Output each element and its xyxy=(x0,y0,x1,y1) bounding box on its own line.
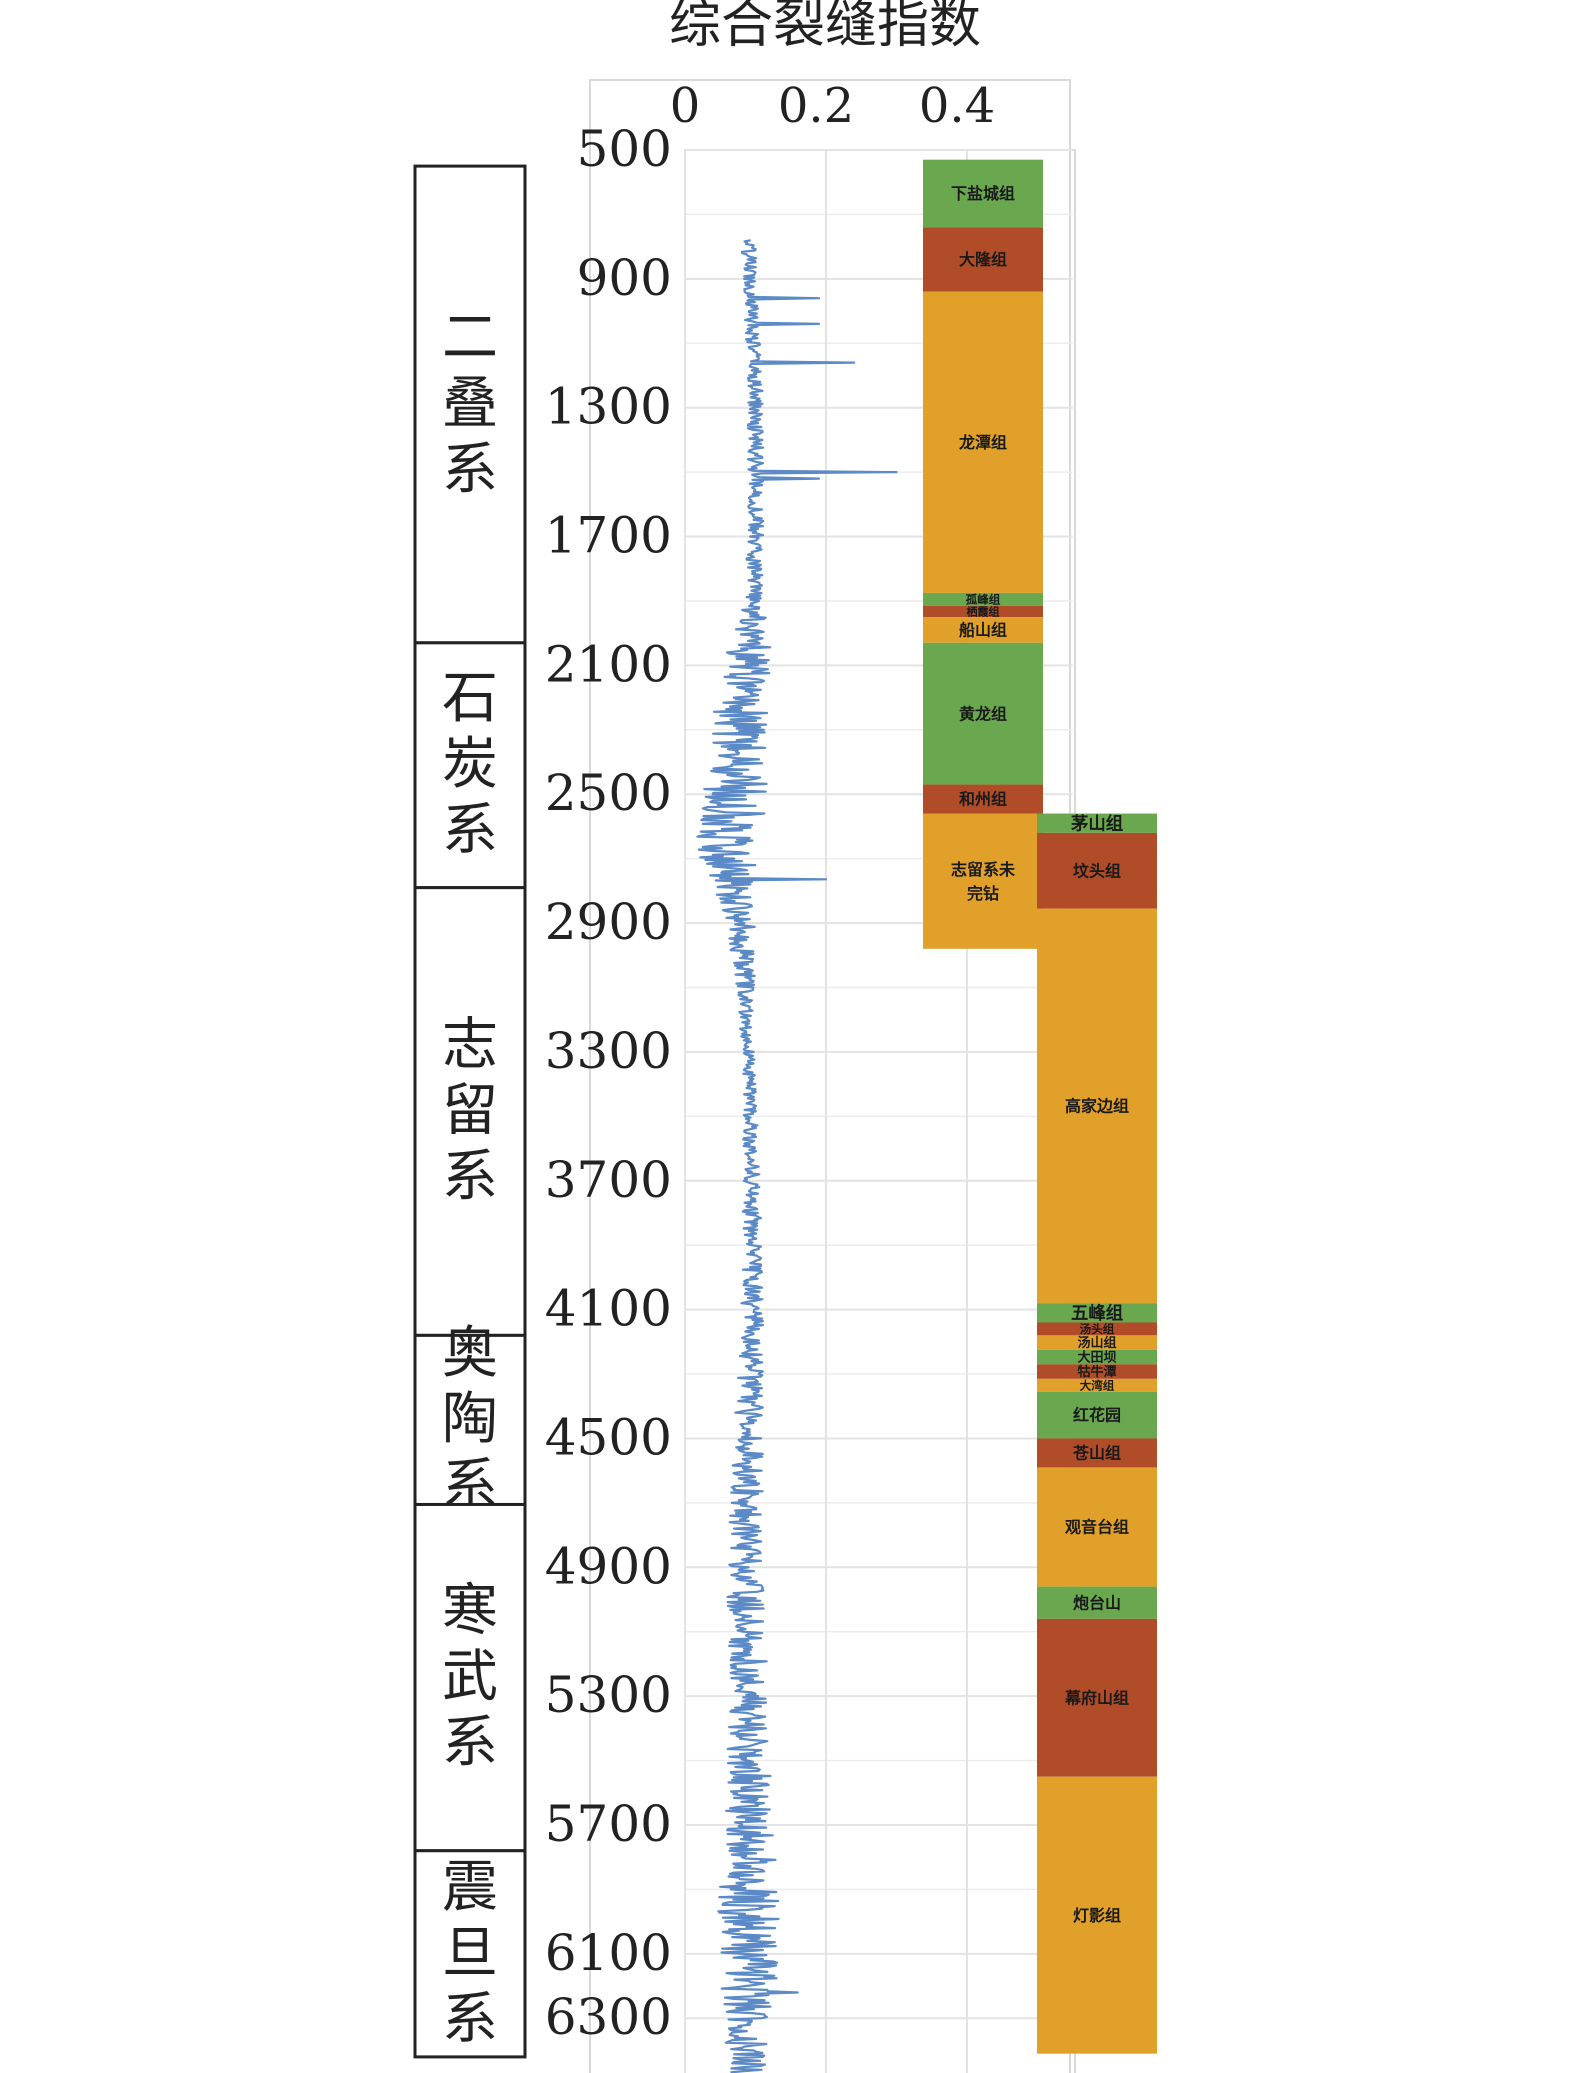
y-tick-label: 3700 xyxy=(545,1151,672,1209)
formation-block xyxy=(1037,832,1157,909)
formation-block xyxy=(923,159,1043,228)
y-tick-label: 2100 xyxy=(545,635,672,693)
system-label-char: 系 xyxy=(442,1145,498,1210)
system-box xyxy=(413,1502,527,1853)
formation-block xyxy=(1037,1322,1157,1336)
formation-label: 志留系未 xyxy=(951,860,1015,879)
formation-label: 茅山组 xyxy=(1071,813,1123,834)
x-tick-label: 0 xyxy=(670,78,701,134)
system-label-char: 二 xyxy=(442,305,498,370)
formation-block xyxy=(1037,1378,1157,1392)
formation-block xyxy=(923,291,1043,593)
system-label-char: 石 xyxy=(442,666,498,731)
formation-block xyxy=(1037,813,1157,833)
formation-block xyxy=(1037,908,1157,1304)
formation-block xyxy=(1037,1618,1157,1777)
y-tick-label: 2900 xyxy=(545,893,672,951)
formation-label: 苍山组 xyxy=(1072,1444,1121,1463)
system-label-char: 系 xyxy=(442,1987,498,2052)
formation-label: 大田坝 xyxy=(1077,1350,1116,1366)
formation-block xyxy=(923,784,1043,814)
y-tick-label: 4500 xyxy=(545,1408,672,1466)
formation-block xyxy=(1037,1776,1157,2054)
formation-block xyxy=(923,642,1043,785)
formation-label: 下盐城组 xyxy=(951,184,1015,203)
formation-label: 炮台山 xyxy=(1073,1593,1121,1612)
formation-block xyxy=(1037,1438,1157,1468)
formation-label: 完钻 xyxy=(967,884,999,903)
formation-label: 孤峰组 xyxy=(966,592,1001,606)
system-box xyxy=(413,1849,527,2059)
y-tick-label: 1700 xyxy=(545,507,672,565)
formation-label: 幕府山组 xyxy=(1064,1688,1129,1707)
chart-title: 综合裂缝指数 xyxy=(669,0,981,55)
series-line xyxy=(696,239,898,2073)
system-label-char: 震 xyxy=(442,1855,498,1920)
formation-block xyxy=(1037,1349,1157,1365)
formation-label: 大隆组 xyxy=(959,250,1007,269)
formation-label: 龙潭组 xyxy=(958,433,1007,452)
x-tick-label: 0.2 xyxy=(778,78,854,134)
formation-label: 船山组 xyxy=(959,621,1007,640)
formation-label: 五峰组 xyxy=(1071,1303,1123,1324)
formation-label: 灯影组 xyxy=(1073,1906,1121,1925)
system-label-char: 系 xyxy=(442,437,498,502)
formation-block xyxy=(1037,1467,1157,1587)
system-label-char: 系 xyxy=(442,798,498,863)
system-box xyxy=(413,886,527,1337)
system-label-char: 炭 xyxy=(442,732,498,797)
y-tick-label: 3300 xyxy=(545,1022,672,1080)
formation-label: 红花园 xyxy=(1073,1406,1121,1425)
formation-block xyxy=(1037,1364,1157,1379)
y-tick-label: 1300 xyxy=(545,378,672,436)
system-label-char: 旦 xyxy=(442,1921,498,1986)
system-label-char: 系 xyxy=(442,1711,498,1776)
system-label-char: 寒 xyxy=(442,1579,498,1644)
system-label-char: 留 xyxy=(442,1079,498,1144)
system-box xyxy=(413,164,527,645)
formation-label: 汤山组 xyxy=(1077,1335,1116,1351)
formation-block xyxy=(1037,1303,1157,1323)
x-tick-label: 0.4 xyxy=(919,78,995,134)
system-label-char: 叠 xyxy=(442,371,498,436)
formation-block xyxy=(923,617,1043,643)
formation-block xyxy=(923,227,1043,292)
formation-block xyxy=(1037,1335,1157,1350)
formation-label: 坟头组 xyxy=(1073,861,1121,880)
formation-label: 和州组 xyxy=(959,790,1007,809)
formation-block xyxy=(923,592,1043,606)
formation-label: 汤头组 xyxy=(1080,1322,1115,1336)
formation-block xyxy=(1037,1391,1157,1439)
y-tick-label: 4900 xyxy=(545,1537,672,1595)
formation-label: 高家边组 xyxy=(1065,1096,1129,1115)
system-label-char: 奥 xyxy=(442,1321,498,1386)
y-tick-label: 5700 xyxy=(545,1795,672,1853)
formation-block xyxy=(1037,1586,1157,1619)
x-axis-ticks: 0 0.2 0.4 xyxy=(670,78,995,134)
system-label-char: 志 xyxy=(442,1013,498,1078)
fracture-index-line xyxy=(696,239,898,2073)
formation-label: 牯牛潭 xyxy=(1077,1364,1116,1380)
y-tick-label: 4100 xyxy=(545,1280,672,1338)
y-tick-label: 500 xyxy=(577,120,672,178)
y-tick-label: 6300 xyxy=(545,1988,672,2046)
formation-label: 观音台组 xyxy=(1065,1518,1129,1537)
formation-block xyxy=(923,813,1043,949)
formation-label: 黄龙组 xyxy=(959,704,1007,723)
y-tick-label: 900 xyxy=(577,249,672,307)
y-tick-label: 6100 xyxy=(545,1924,672,1982)
system-label-char: 武 xyxy=(442,1645,498,1710)
y-axis-ticks: 500 900 1300 1700 2100 2500 2900 3300 3700 4100 45… xyxy=(545,120,672,2046)
y-tick-label: 2500 xyxy=(545,764,672,822)
system-box xyxy=(413,1333,527,1506)
formation-label: 栖霞组 xyxy=(967,604,1000,618)
formation-block xyxy=(923,605,1043,618)
y-tick-label: 5300 xyxy=(545,1666,672,1724)
system-label-char: 陶 xyxy=(442,1387,498,1452)
formation-label: 大湾组 xyxy=(1080,1378,1115,1392)
